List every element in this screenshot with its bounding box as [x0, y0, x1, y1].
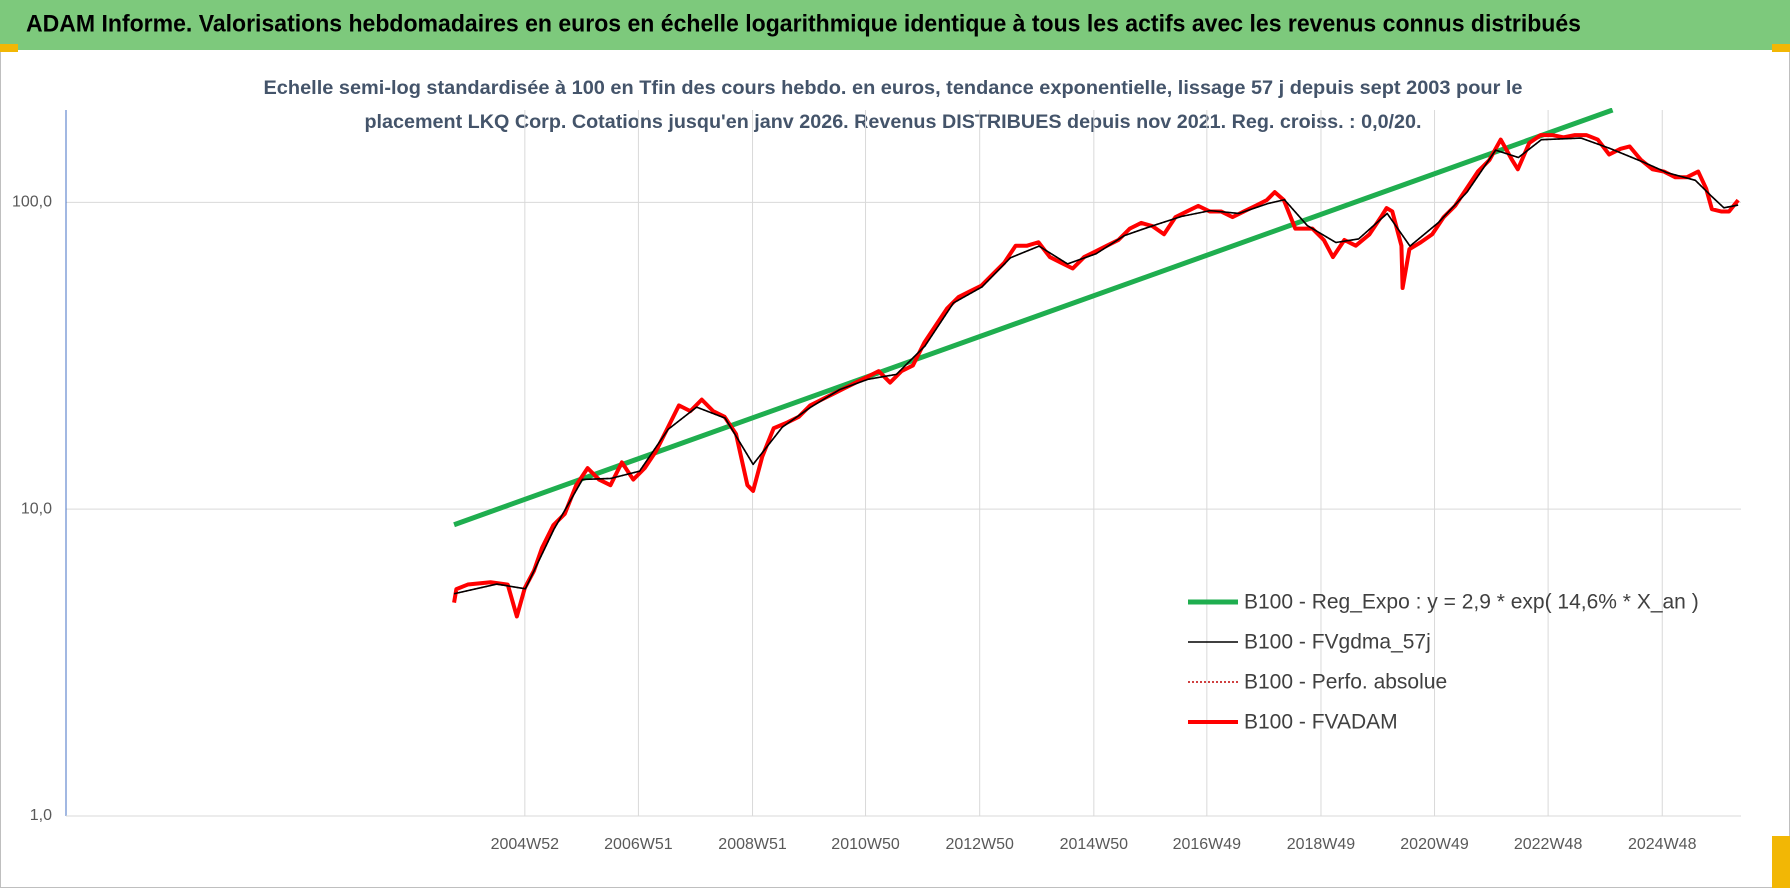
x-tick-label: 2008W51: [718, 836, 787, 853]
x-tick-label: 2020W49: [1400, 836, 1469, 853]
plot-area: [452, 108, 1740, 619]
title-bar: [0, 0, 1790, 50]
legend-label: B100 - FVgdma_57j: [1244, 631, 1431, 654]
legend-label: B100 - Reg_Expo : y = 2,9 * exp( 14,6% *…: [1244, 591, 1699, 614]
corner-mark: [1772, 836, 1790, 888]
legend-label: B100 - FVADAM: [1244, 711, 1398, 734]
series-line: [453, 137, 1739, 595]
x-tick-label: 2012W50: [945, 836, 1014, 853]
x-tick-label: 2004W52: [491, 836, 560, 853]
y-tick-label: 100,0: [12, 194, 52, 211]
series-line: [453, 108, 1614, 528]
y-tick-label: 1,0: [30, 807, 52, 824]
x-tick-label: 2018W49: [1287, 836, 1356, 853]
corner-mark: [1772, 44, 1790, 52]
x-tick-label: 2024W48: [1628, 836, 1697, 853]
x-tick-label: 2014W50: [1060, 836, 1129, 853]
x-tick-label: 2016W49: [1173, 836, 1242, 853]
y-tick-label: 10,0: [21, 500, 52, 517]
x-tick-label: 2022W48: [1514, 836, 1583, 853]
legend-label: B100 - Perfo. absolue: [1244, 671, 1447, 694]
chart-title: ADAM Informe. Valorisations hebdomadaire…: [26, 10, 1581, 37]
x-tick-label: 2006W51: [604, 836, 673, 853]
x-tick-label: 2010W50: [831, 836, 900, 853]
corner-mark: [0, 44, 18, 52]
chart-subtitle: placement LKQ Corp. Cotations jusqu'en j…: [365, 112, 1422, 133]
chart-subtitle: Echelle semi-log standardisée à 100 en T…: [264, 78, 1523, 99]
